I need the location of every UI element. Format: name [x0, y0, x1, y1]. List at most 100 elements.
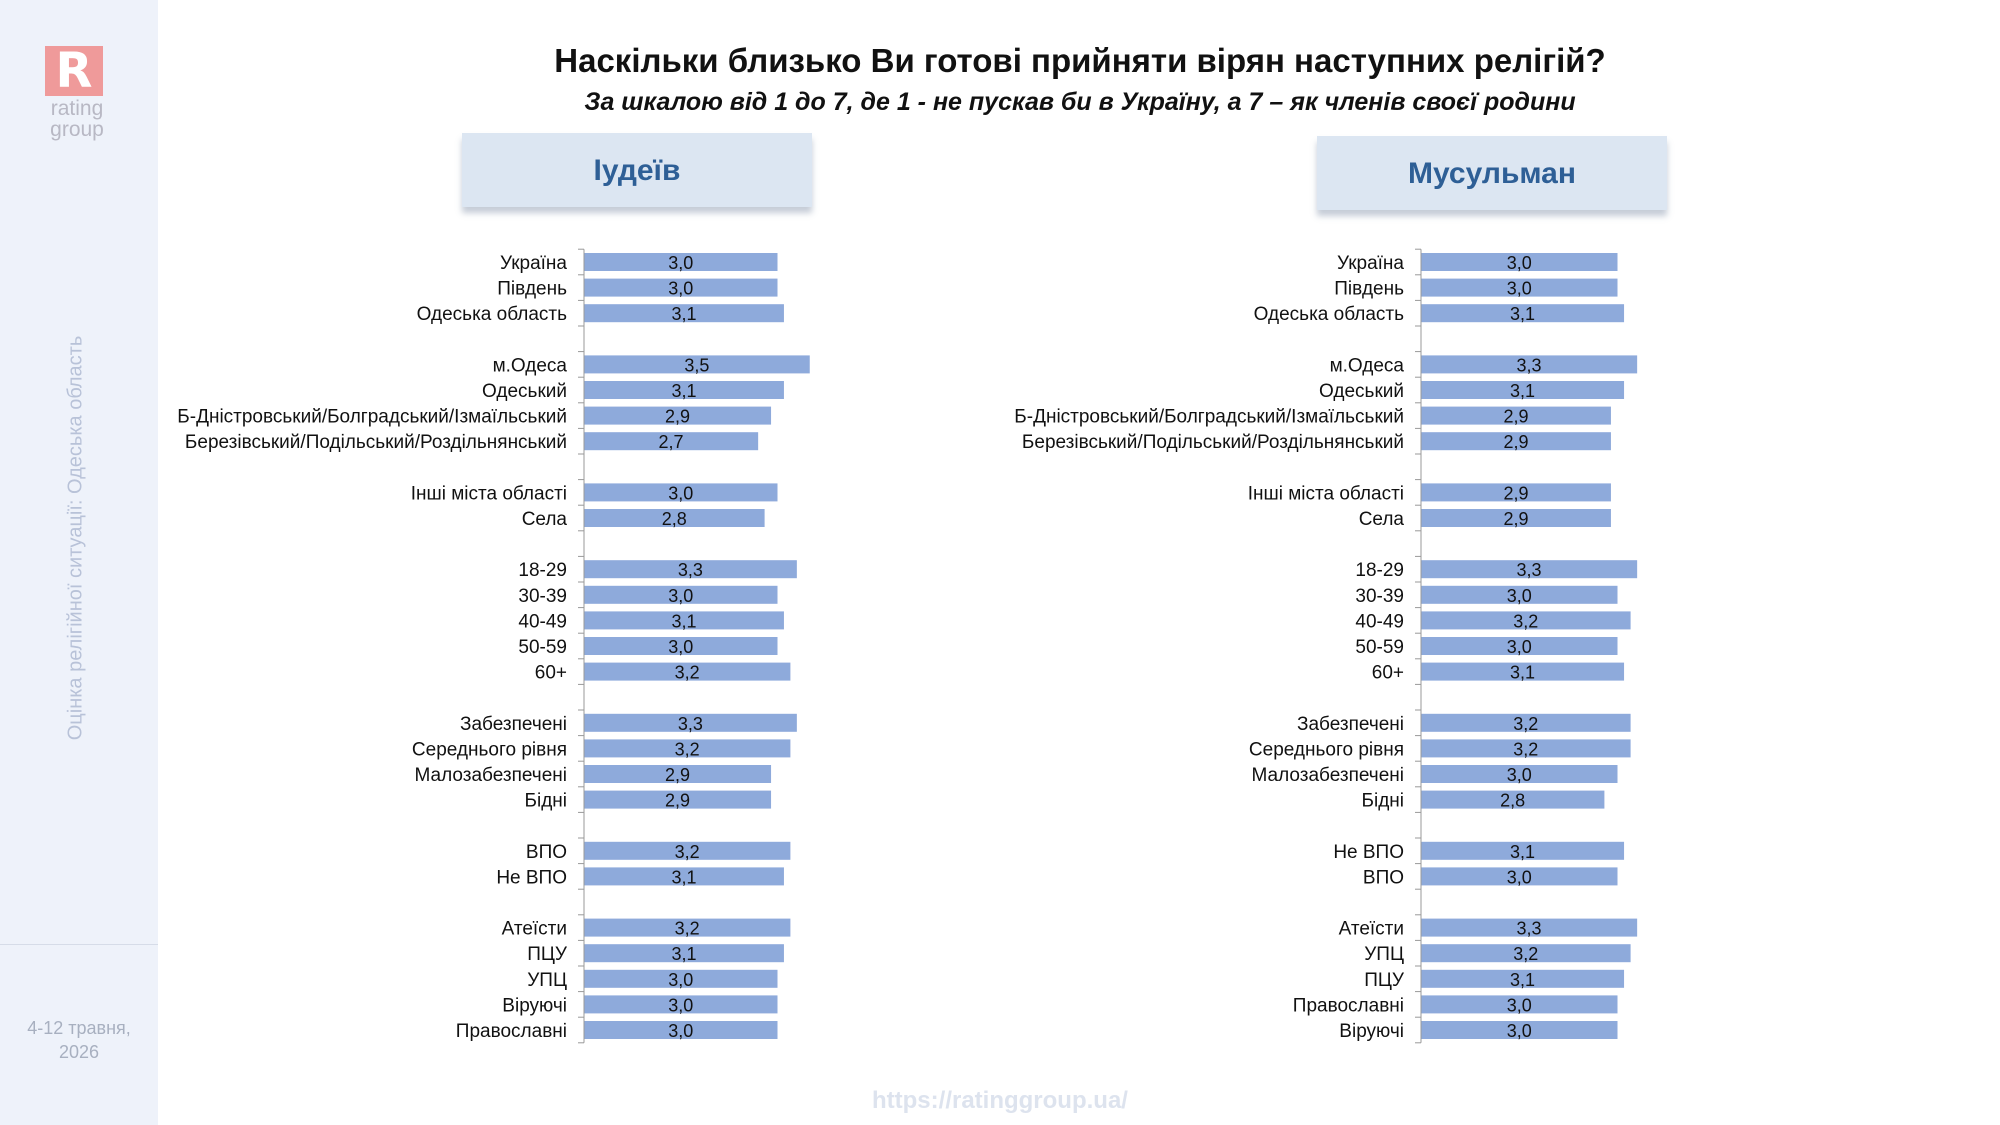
bar-1-2: [1421, 304, 1625, 323]
bar-0-20: [584, 918, 791, 937]
category-label: Атеїсти: [1339, 919, 1404, 940]
data-label: 3,1: [1510, 304, 1535, 324]
data-label: 3,0: [668, 1021, 693, 1041]
category-label: 60+: [535, 663, 567, 684]
bar-0-15: [584, 739, 791, 758]
category-label: 50-59: [1355, 637, 1404, 658]
category-label: Інші міста області: [1248, 483, 1404, 504]
category-label: ВПО: [526, 842, 567, 863]
bar-0-11: [584, 611, 784, 630]
category-label: Малозабезпечені: [1252, 765, 1404, 786]
category-label: Бідні: [1362, 791, 1405, 812]
bar-1-4: [1421, 381, 1625, 399]
bar-0-1: [584, 278, 778, 297]
bar-0-3: [584, 355, 810, 374]
category-label: Південь: [1334, 279, 1404, 300]
category-label: Бідні: [525, 791, 568, 812]
category-label: Березівський/Подільський/Роздільнянський: [1022, 432, 1404, 453]
bar-1-9: [1421, 560, 1638, 579]
category-label: 40-49: [1355, 611, 1404, 632]
panel-header-right: Мусульман: [1317, 136, 1667, 210]
page-title: Наскільки близько Ви готові прийняти вір…: [554, 42, 1606, 79]
bar-1-24: [1421, 1021, 1618, 1039]
data-label: 3,1: [1510, 842, 1535, 862]
bar-1-7: [1421, 483, 1611, 502]
bar-1-17: [1421, 790, 1605, 809]
data-label: 3,2: [1513, 739, 1538, 759]
data-label: 3,0: [1507, 253, 1532, 273]
bar-1-15: [1421, 739, 1631, 758]
category-label: Середнього рівня: [1249, 739, 1404, 760]
category-label: 30-39: [518, 586, 567, 607]
bar-1-6: [1421, 432, 1611, 451]
category-label: Б-Дністровський/Болградський/Ізмаїльськи…: [177, 407, 567, 428]
data-label: 3,1: [1510, 381, 1535, 401]
data-label: 3,0: [1507, 1021, 1532, 1041]
category-label: ПЦУ: [527, 944, 568, 965]
bar-0-24: [584, 1021, 778, 1039]
bar-0-2: [584, 304, 784, 323]
data-label: 3,0: [1507, 867, 1532, 887]
category-label: Забезпечені: [460, 714, 567, 735]
category-label: 18-29: [1355, 560, 1404, 581]
category-label: Православні: [1293, 995, 1404, 1016]
data-label: 3,2: [675, 842, 700, 862]
sidebar: R rating group Оцінка релігійної ситуаці…: [0, 0, 158, 1125]
bar-1-13: [1421, 662, 1625, 681]
bar-0-17: [584, 790, 772, 809]
category-label: 60+: [1372, 663, 1404, 684]
data-label: 3,0: [1507, 995, 1532, 1015]
category-label: Інші міста області: [411, 483, 567, 504]
data-label: 3,0: [1507, 586, 1532, 606]
data-label: 3,1: [671, 304, 696, 324]
data-label: 3,2: [1513, 944, 1538, 964]
category-label: 40-49: [518, 611, 567, 632]
bar-1-20: [1421, 918, 1638, 937]
data-label: 3,1: [1510, 970, 1535, 990]
bar-0-9: [584, 560, 797, 579]
data-label: 3,2: [675, 739, 700, 759]
bar-1-10: [1421, 585, 1618, 604]
data-label: 2,9: [1503, 509, 1528, 529]
category-label: м.Одеса: [493, 355, 568, 376]
data-label: 3,0: [668, 970, 693, 990]
rating-group-logo: R rating group: [42, 46, 122, 146]
data-label: 3,2: [1513, 611, 1538, 631]
category-label: ВПО: [1363, 867, 1404, 888]
footer-url[interactable]: https://ratinggroup.ua/: [872, 1087, 1128, 1114]
bar-0-8: [584, 509, 765, 527]
page-subtitle: За шкалою від 1 до 7, де 1 - не пускав б…: [584, 88, 1576, 116]
bar-0-5: [584, 406, 772, 425]
category-label: Села: [1359, 509, 1405, 530]
data-label: 2,9: [665, 765, 690, 785]
data-label: 3,0: [668, 995, 693, 1015]
data-label: 2,8: [1500, 791, 1525, 811]
bar-0-22: [584, 969, 778, 988]
bar-1-16: [1421, 765, 1618, 783]
category-label: Одеська область: [417, 304, 567, 325]
bar-0-13: [584, 662, 791, 681]
category-label: Південь: [497, 279, 567, 300]
bar-1-18: [1421, 841, 1625, 860]
data-label: 3,0: [668, 637, 693, 657]
data-label: 2,8: [662, 509, 687, 529]
data-label: 3,3: [678, 714, 703, 734]
bar-1-21: [1421, 944, 1631, 963]
data-label: 3,1: [671, 381, 696, 401]
bar-0-7: [584, 483, 778, 502]
bar-1-1: [1421, 278, 1618, 297]
data-label: 3,0: [668, 279, 693, 299]
bar-0-21: [584, 944, 784, 963]
data-label: 3,0: [1507, 279, 1532, 299]
category-label: 50-59: [518, 637, 567, 658]
bar-0-16: [584, 765, 772, 783]
category-label: Одеська область: [1254, 304, 1404, 325]
category-label: 30-39: [1355, 586, 1404, 607]
data-label: 2,9: [1503, 432, 1528, 452]
data-label: 3,1: [1510, 663, 1535, 683]
data-label: 3,3: [1517, 355, 1542, 375]
data-label: 3,5: [684, 355, 709, 375]
category-label: 18-29: [518, 560, 567, 581]
data-label: 3,0: [1507, 637, 1532, 657]
